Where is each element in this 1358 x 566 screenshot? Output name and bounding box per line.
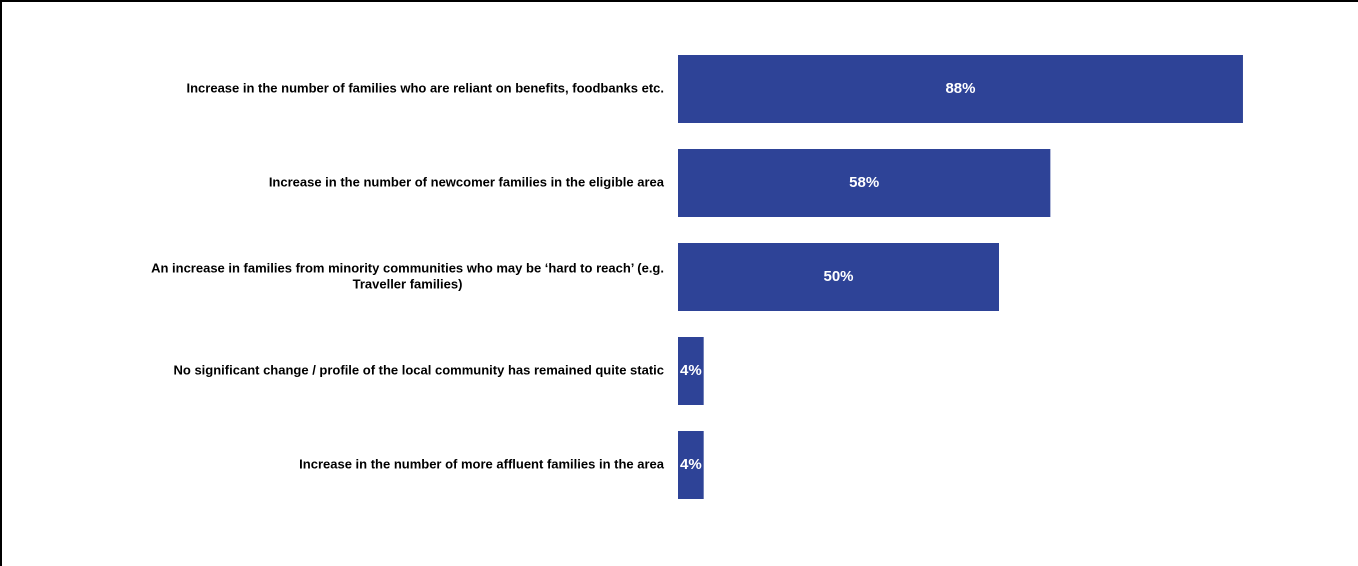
value-label-5: 4% [680, 456, 702, 473]
bar-3 [678, 243, 999, 311]
value-label-2: 58% [849, 174, 879, 191]
category-label-1: Increase in the number of families who a… [187, 80, 665, 95]
category-label-line: No significant change / profile of the l… [174, 362, 664, 377]
category-label-4: No significant change / profile of the l… [174, 362, 664, 377]
bar-5 [678, 431, 704, 499]
bar-1 [678, 55, 1243, 123]
value-label-3: 50% [823, 268, 853, 285]
category-label-line: Increase in the number of families who a… [187, 80, 665, 95]
value-label-1: 88% [945, 80, 975, 97]
category-label-line: Increase in the number of more affluent … [299, 456, 665, 471]
category-label-3: An increase in families from minority co… [151, 260, 664, 291]
category-label-line: An increase in families from minority co… [151, 260, 664, 275]
category-label-line: Increase in the number of newcomer famil… [269, 174, 665, 189]
value-label-4: 4% [680, 362, 702, 379]
value-labels-group: 88% 58% 50% 4% 4% [680, 80, 975, 473]
category-labels-group: Increase in the number of families who a… [151, 80, 665, 471]
category-label-5: Increase in the number of more affluent … [299, 456, 665, 471]
bar-4 [678, 337, 704, 405]
category-label-line: Traveller families) [353, 276, 463, 291]
bar-2 [678, 149, 1051, 217]
category-label-2: Increase in the number of newcomer famil… [269, 174, 665, 189]
bars-group [678, 55, 1243, 499]
